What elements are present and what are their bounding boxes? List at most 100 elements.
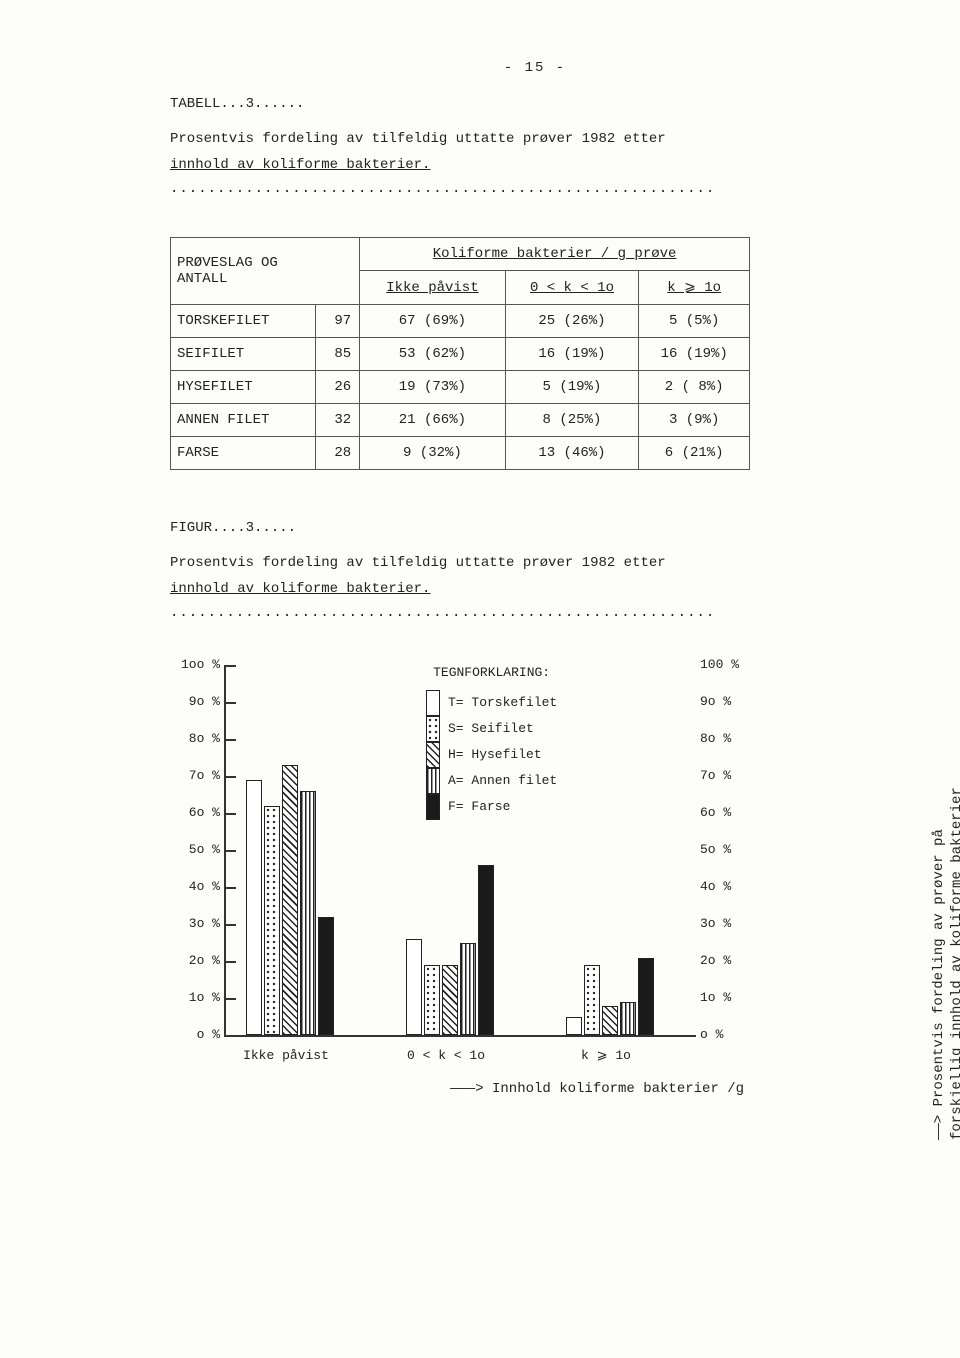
y-tick-label-left: 5o % — [172, 842, 220, 857]
bar — [602, 1006, 618, 1036]
row-c1: 19 (73%) — [360, 371, 505, 404]
legend-row: H= Hysefilet — [426, 742, 557, 768]
figure-area: o %1o %2o %3o %4o %5o %6o %7o %8o %9o %1… — [170, 651, 750, 1091]
bar-group — [566, 958, 654, 1036]
x-category-label: k ⩾ 1o — [546, 1048, 666, 1063]
legend-swatch — [426, 742, 440, 768]
page-number: - 15 - — [170, 60, 900, 76]
y-tick-label-right: 4o % — [700, 879, 754, 894]
bar — [460, 943, 476, 1036]
y-tick-label-right: 3o % — [700, 916, 754, 931]
legend-swatch — [426, 794, 440, 820]
bar — [318, 917, 334, 1035]
row-c1: 21 (66%) — [360, 404, 505, 437]
row-c1: 9 (32%) — [360, 437, 505, 470]
row-c3: 2 ( 8%) — [639, 371, 750, 404]
y-tick — [226, 924, 236, 926]
bar — [282, 765, 298, 1035]
hdr-left-l2: ANTALL — [177, 271, 227, 287]
col2-text: 0 < k < 1o — [530, 280, 614, 296]
bar — [478, 865, 494, 1035]
y-tick-label-left: 4o % — [172, 879, 220, 894]
row-c3: 6 (21%) — [639, 437, 750, 470]
side-label-l2: forskjellig innhold av koliforme bakteri… — [949, 787, 960, 1140]
col1: Ikke påvist — [360, 271, 505, 305]
legend-row: F= Farse — [426, 794, 557, 820]
y-tick — [226, 850, 236, 852]
bar-chart: o %1o %2o %3o %4o %5o %6o %7o %8o %9o %1… — [224, 665, 696, 1037]
y-tick-label-left: 9o % — [172, 694, 220, 709]
row-name: TORSKEFILET — [171, 305, 316, 338]
row-c3: 16 (19%) — [639, 338, 750, 371]
bar — [620, 1002, 636, 1035]
y-tick — [226, 813, 236, 815]
table-row: SEIFILET8553 (62%)16 (19%)16 (19%) — [171, 338, 750, 371]
bar — [300, 791, 316, 1035]
y-tick — [226, 961, 236, 963]
legend-swatch — [426, 716, 440, 742]
row-c1: 53 (62%) — [360, 338, 505, 371]
y-tick — [226, 998, 236, 1000]
legend-row: A= Annen filet — [426, 768, 557, 794]
legend-title: TEGNFORKLARING: — [426, 665, 557, 681]
bar — [424, 965, 440, 1035]
figure-caption-l2: innhold av koliforme bakterier. — [170, 580, 690, 600]
y-tick — [226, 702, 236, 704]
table-header-row-1: PRØVESLAG OG ANTALL Koliforme bakterier … — [171, 238, 750, 271]
y-tick-label-left: o % — [172, 1027, 220, 1042]
table-heading: TABELL...3...... — [170, 96, 900, 112]
table-caption-l2-text: innhold av koliforme bakterier. — [170, 157, 430, 173]
table-caption-l2: innhold av koliforme bakterier. — [170, 156, 690, 176]
y-tick-label-right: 1o % — [700, 990, 754, 1005]
page: - 15 - TABELL...3...... Prosentvis forde… — [0, 0, 960, 1358]
bar — [246, 780, 262, 1035]
bar-group — [246, 765, 334, 1035]
legend-row: T= Torskefilet — [426, 690, 557, 716]
table-row: FARSE289 (32%)13 (46%)6 (21%) — [171, 437, 750, 470]
row-name: FARSE — [171, 437, 316, 470]
hdr-left: PRØVESLAG OG ANTALL — [171, 238, 360, 305]
y-axis-side-label: ——> Prosentvis fordeling av prøver på fo… — [930, 720, 960, 1140]
y-tick-label-right: 9o % — [700, 694, 754, 709]
dotline-1: ........................................… — [170, 181, 900, 197]
x-category-label: 0 < k < 1o — [386, 1048, 506, 1063]
y-tick-label-right: 2o % — [700, 953, 754, 968]
y-tick-label-right: 100 % — [700, 657, 754, 672]
y-tick-label-left: 1o % — [172, 990, 220, 1005]
y-tick-label-right: 8o % — [700, 731, 754, 746]
row-c2: 25 (26%) — [505, 305, 639, 338]
figure-heading: FIGUR....3..... — [170, 520, 900, 536]
legend-swatch — [426, 690, 440, 716]
table-row: TORSKEFILET9767 (69%)25 (26%)5 (5%) — [171, 305, 750, 338]
row-c1: 67 (69%) — [360, 305, 505, 338]
legend: TEGNFORKLARING: T= Torskefilet S= Seifile… — [426, 665, 557, 819]
y-tick-label-right: 6o % — [700, 805, 754, 820]
legend-row: S= Seifilet — [426, 716, 557, 742]
row-n: 85 — [316, 338, 360, 371]
row-c3: 5 (5%) — [639, 305, 750, 338]
x-axis-label: ———> Innhold koliforme bakterier /g — [450, 1081, 744, 1097]
bar — [566, 1017, 582, 1036]
legend-swatch — [426, 768, 440, 794]
y-axis-left: o %1o %2o %3o %4o %5o %6o %7o %8o %9o %1… — [172, 665, 220, 1035]
y-tick-label-right: 7o % — [700, 768, 754, 783]
row-name: SEIFILET — [171, 338, 316, 371]
bar — [406, 939, 422, 1035]
row-name: ANNEN FILET — [171, 404, 316, 437]
hdr-left-l1: PRØVESLAG OG — [177, 255, 278, 271]
legend-text: T= Torskefilet — [448, 695, 557, 711]
y-tick — [226, 776, 236, 778]
row-c2: 13 (46%) — [505, 437, 639, 470]
y-tick-label-right: 5o % — [700, 842, 754, 857]
y-tick — [226, 887, 236, 889]
bar — [442, 965, 458, 1035]
figure-caption-l1: Prosentvis fordeling av tilfeldig uttatt… — [170, 554, 690, 574]
y-tick-label-left: 6o % — [172, 805, 220, 820]
y-tick-label-left: 1oo % — [172, 657, 220, 672]
y-tick — [226, 665, 236, 667]
row-n: 26 — [316, 371, 360, 404]
legend-text: H= Hysefilet — [448, 747, 542, 763]
y-tick — [226, 739, 236, 741]
y-axis-right: o %1o %2o %3o %4o %5o %6o %7o %8o %9o %1… — [700, 665, 754, 1035]
row-n: 32 — [316, 404, 360, 437]
